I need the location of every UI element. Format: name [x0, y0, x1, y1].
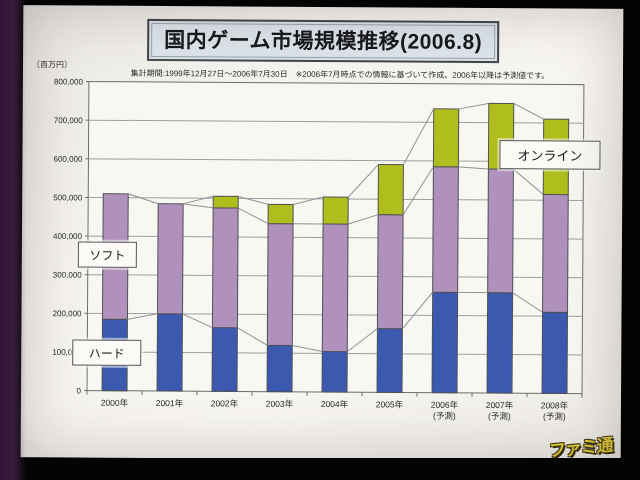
soft-series-label: ソフト	[77, 241, 137, 268]
series-line	[183, 195, 214, 205]
bar-segment	[322, 196, 349, 225]
chart-canvas: 0 100,000 200,000 300,000 400,000 500,000 600,…	[52, 77, 585, 421]
x-tick-label: 2001年	[156, 398, 184, 408]
x-tick-label: 2008年	[541, 400, 569, 410]
bar-segment	[431, 291, 459, 394]
series-line	[182, 313, 213, 329]
series-line	[512, 292, 543, 313]
x-tick-label: 2002年	[211, 398, 239, 408]
y-tick-label: 200,000	[53, 309, 83, 318]
y-tick-label: 700,000	[54, 116, 84, 125]
bar-segment	[377, 163, 404, 216]
y-tick-label: 300,000	[53, 270, 83, 279]
y-tick-label: 400,000	[53, 232, 83, 241]
slide-title: 国内ゲーム市場規模推移(2006.8)	[164, 29, 483, 54]
series-line	[513, 168, 544, 195]
series-line	[402, 291, 434, 330]
x-tick-label: 2005年	[376, 399, 404, 409]
x-tick-note: (予測)	[488, 411, 511, 421]
bar-segment	[321, 223, 349, 353]
x-tick-note: (予測)	[543, 411, 566, 421]
series-line	[238, 195, 269, 205]
bar-segment	[156, 313, 184, 392]
bar-segment	[266, 344, 293, 393]
bar-segment	[432, 166, 459, 293]
x-tick-label: 2007年	[486, 400, 514, 410]
series-line	[402, 108, 435, 165]
series-line	[128, 193, 159, 205]
bar-segment	[211, 327, 238, 392]
series-line	[237, 327, 268, 346]
bar-segment	[432, 108, 460, 168]
series-line	[293, 196, 324, 205]
series-line	[127, 313, 158, 320]
x-tick-label: 2004年	[321, 399, 349, 409]
bar-segment	[376, 328, 403, 393]
series-line	[346, 328, 378, 352]
bar-segment	[267, 203, 294, 225]
series-line	[292, 344, 323, 352]
x-tick-label: 2000年	[101, 398, 129, 408]
x-tick-label: 2003年	[266, 399, 294, 409]
series-line	[458, 102, 489, 110]
y-tick-label: 0	[77, 387, 82, 396]
hard-series-label: ハード	[72, 339, 142, 366]
x-tick-note: (予測)	[433, 411, 456, 421]
bar-segment	[542, 193, 569, 313]
bar-segment	[376, 214, 404, 330]
series-line	[237, 207, 269, 225]
y-tick-label: 100,000	[52, 348, 82, 357]
series-line	[183, 203, 214, 209]
online-series-label: オンライン	[499, 140, 601, 170]
bar-segment	[212, 195, 239, 209]
y-tick-label: 500,000	[53, 193, 83, 202]
series-line	[347, 214, 379, 225]
bar-segment	[486, 292, 514, 394]
projected-slide: 国内ゲーム市場規模推移(2006.8) 集計期間:1999年12月27日～200…	[20, 5, 624, 461]
bar-segment	[487, 168, 514, 294]
series-line	[347, 164, 379, 198]
bar-segment	[266, 223, 294, 346]
bar-segment	[321, 350, 348, 393]
series-line	[402, 166, 434, 216]
series-line	[513, 103, 544, 120]
y-tick-label: 600,000	[53, 155, 83, 164]
bar-segment	[541, 311, 569, 395]
bar-segment	[211, 207, 239, 329]
bar-segment	[157, 203, 184, 315]
market-chart: 0 100,000 200,000 300,000 400,000 500,000 600,…	[27, 51, 617, 457]
y-tick-label: 800,000	[54, 77, 84, 86]
series-line	[458, 166, 489, 170]
y-axis-unit-label: 〔百万円〕	[31, 60, 73, 70]
photo-bottom-shade	[0, 458, 640, 480]
x-tick-label: 2006年	[431, 400, 459, 410]
